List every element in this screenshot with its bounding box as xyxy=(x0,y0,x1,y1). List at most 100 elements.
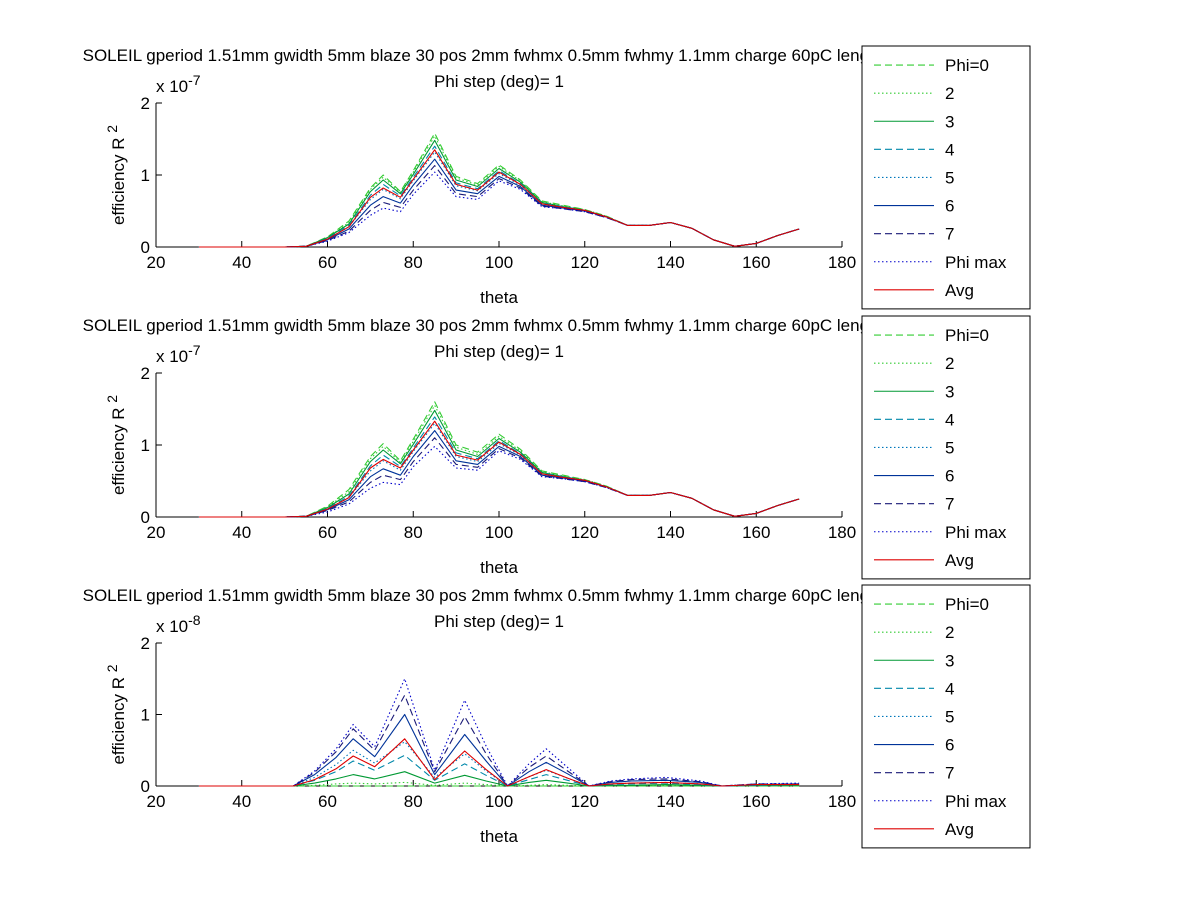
subplot-1: SOLEIL gperiod 1.51mm gwidth 5mm blaze 3… xyxy=(83,45,1031,310)
y-tick-label: 0 xyxy=(141,508,150,527)
x-tick-label: 40 xyxy=(232,792,251,811)
legend: Phi=0 2 3 4 5 6 7 Phi max Avg xyxy=(861,584,1031,849)
x-tick-label: 140 xyxy=(656,253,684,272)
series-line-4 xyxy=(198,754,800,787)
x-tick-label: 120 xyxy=(571,253,599,272)
y-axis-label: efficiency R 2 xyxy=(104,395,128,495)
x-tick-label: 140 xyxy=(656,792,684,811)
x-tick-label: 60 xyxy=(318,523,337,542)
legend-label: Avg xyxy=(945,281,974,300)
y-tick-label: 2 xyxy=(141,364,150,383)
x-tick-label: 120 xyxy=(571,792,599,811)
legend-label: 7 xyxy=(945,495,954,514)
y-multiplier: x 10-8 xyxy=(156,612,201,636)
series-line-phi-max xyxy=(198,445,800,518)
x-tick-label: 180 xyxy=(828,253,856,272)
chart-title: SOLEIL gperiod 1.51mm gwidth 5mm blaze 3… xyxy=(83,316,916,335)
series-line-avg xyxy=(198,149,800,248)
series-line-phi-max xyxy=(198,171,800,248)
series-line-phi-max xyxy=(198,678,800,787)
y-tick-label: 1 xyxy=(141,706,150,725)
legend: Phi=0 2 3 4 5 6 7 Phi max Avg xyxy=(861,45,1031,310)
x-tick-label: 100 xyxy=(485,253,513,272)
x-tick-label: 80 xyxy=(404,523,423,542)
legend-label: 4 xyxy=(945,140,954,159)
x-tick-label: 180 xyxy=(828,523,856,542)
legend-label: 2 xyxy=(945,354,954,373)
x-axis-label: theta xyxy=(480,288,518,307)
legend-label: 2 xyxy=(945,84,954,103)
y-tick-label: 1 xyxy=(141,166,150,185)
y-multiplier-exponent: -7 xyxy=(188,342,201,358)
legend-label: Phi max xyxy=(945,253,1007,272)
series-line-phi-0 xyxy=(198,401,800,518)
y-axis-label-superscript: 2 xyxy=(104,664,120,672)
y-multiplier-base: x 10 xyxy=(156,77,188,96)
legend-label: 7 xyxy=(945,225,954,244)
x-tick-label: 80 xyxy=(404,253,423,272)
y-axis-label-superscript: 2 xyxy=(104,395,120,403)
legend-label: 5 xyxy=(945,168,954,187)
legend-label: 2 xyxy=(945,623,954,642)
x-tick-label: 60 xyxy=(318,253,337,272)
legend-label: Avg xyxy=(945,551,974,570)
y-multiplier: x 10-7 xyxy=(156,72,201,96)
legend-label: 3 xyxy=(945,382,954,401)
legend-label: Phi max xyxy=(945,792,1007,811)
legend-label: 7 xyxy=(945,764,954,783)
legend-label: Phi=0 xyxy=(945,326,989,345)
x-tick-label: 100 xyxy=(485,523,513,542)
y-tick-label: 0 xyxy=(141,777,150,796)
legend-label: Phi=0 xyxy=(945,56,989,75)
chart-subtitle: Phi step (deg)= 1 xyxy=(434,612,564,631)
y-multiplier: x 10-7 xyxy=(156,342,201,366)
y-multiplier-exponent: -8 xyxy=(188,612,201,628)
series-line-avg xyxy=(198,420,800,518)
x-tick-label: 40 xyxy=(232,523,251,542)
x-tick-label: 40 xyxy=(232,253,251,272)
x-tick-label: 120 xyxy=(571,523,599,542)
legend-label: Phi max xyxy=(945,523,1007,542)
x-tick-label: 180 xyxy=(828,792,856,811)
x-tick-label: 60 xyxy=(318,792,337,811)
x-axis-label: theta xyxy=(480,558,518,577)
chart-subtitle: Phi step (deg)= 1 xyxy=(434,72,564,91)
legend-label: 3 xyxy=(945,112,954,131)
subplot-2: SOLEIL gperiod 1.51mm gwidth 5mm blaze 3… xyxy=(83,315,1031,580)
x-tick-label: 160 xyxy=(742,792,770,811)
legend-label: Phi=0 xyxy=(945,595,989,614)
x-tick-label: 160 xyxy=(742,523,770,542)
chart-subtitle: Phi step (deg)= 1 xyxy=(434,342,564,361)
legend-label: 3 xyxy=(945,651,954,670)
legend-label: 4 xyxy=(945,679,954,698)
y-axis-label: efficiency R 2 xyxy=(104,125,128,225)
y-axis-label-text: efficiency R xyxy=(109,403,128,495)
y-axis-label-superscript: 2 xyxy=(104,125,120,133)
y-axis-label-text: efficiency R xyxy=(109,672,128,764)
y-axis-label-text: efficiency R xyxy=(109,133,128,225)
x-tick-label: 20 xyxy=(147,792,166,811)
x-tick-label: 80 xyxy=(404,792,423,811)
x-tick-label: 140 xyxy=(656,523,684,542)
legend-label: 5 xyxy=(945,707,954,726)
x-tick-label: 100 xyxy=(485,792,513,811)
legend-label: 6 xyxy=(945,197,954,216)
legend-label: 5 xyxy=(945,438,954,457)
y-tick-label: 1 xyxy=(141,436,150,455)
x-tick-label: 160 xyxy=(742,253,770,272)
chart-title: SOLEIL gperiod 1.51mm gwidth 5mm blaze 3… xyxy=(83,46,916,65)
series-line-avg xyxy=(198,738,800,787)
x-axis-label: theta xyxy=(480,827,518,846)
legend: Phi=0 2 3 4 5 6 7 Phi max Avg xyxy=(861,315,1031,580)
legend-label: 6 xyxy=(945,736,954,755)
y-multiplier-base: x 10 xyxy=(156,617,188,636)
y-multiplier-exponent: -7 xyxy=(188,72,201,88)
subplot-3: SOLEIL gperiod 1.51mm gwidth 5mm blaze 3… xyxy=(83,584,1031,849)
chart-title: SOLEIL gperiod 1.51mm gwidth 5mm blaze 3… xyxy=(83,586,916,605)
legend-label: 4 xyxy=(945,410,954,429)
legend-label: 6 xyxy=(945,467,954,486)
y-tick-label: 0 xyxy=(141,238,150,257)
y-tick-label: 2 xyxy=(141,94,150,113)
y-multiplier-base: x 10 xyxy=(156,347,188,366)
